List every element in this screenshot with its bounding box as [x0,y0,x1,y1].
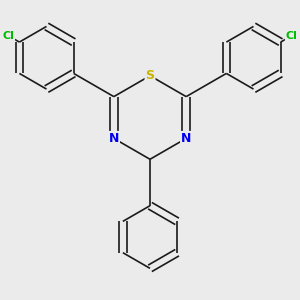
Text: N: N [181,132,191,145]
Text: Cl: Cl [286,31,298,41]
Text: S: S [146,69,154,82]
Text: N: N [109,132,119,145]
Text: Cl: Cl [2,31,14,41]
